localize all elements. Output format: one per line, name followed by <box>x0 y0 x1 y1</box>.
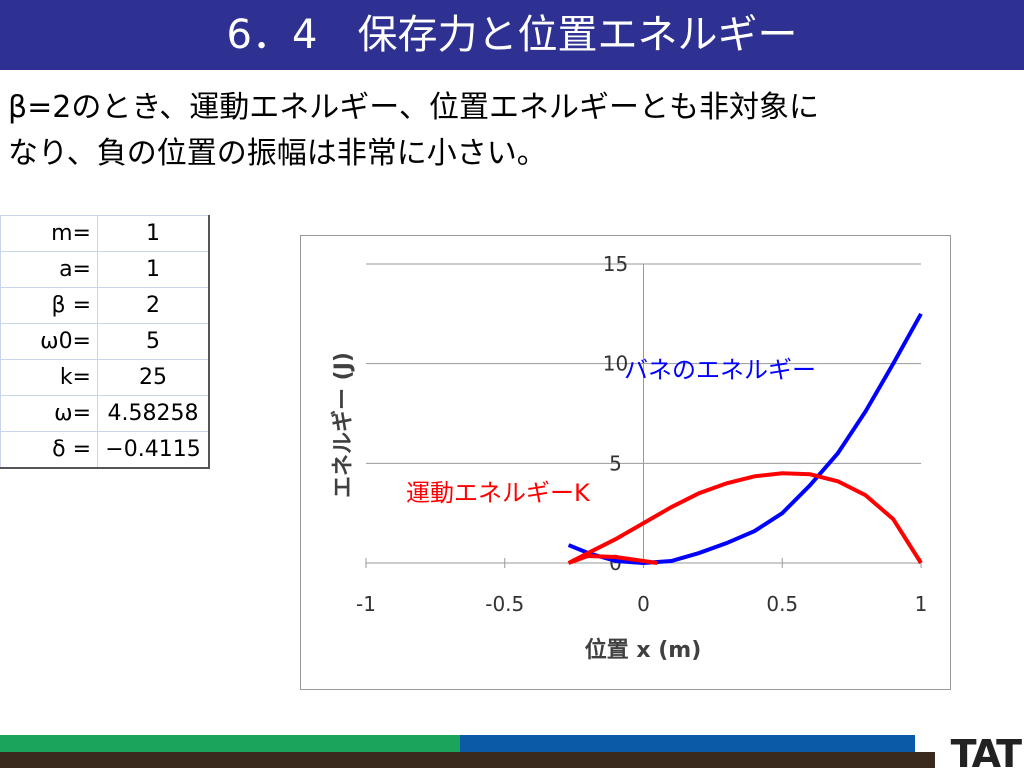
param-value: 1 <box>97 251 210 288</box>
param-name: m= <box>0 215 98 252</box>
param-name: ω= <box>0 395 98 432</box>
param-name: δ = <box>0 431 98 469</box>
series-label: 運動エネルギーK <box>406 479 591 507</box>
table-row: ω0= 5 <box>0 323 210 360</box>
slide-title: 6．4 保存力と位置エネルギー <box>0 0 1024 70</box>
series-line <box>567 471 923 565</box>
param-value: 5 <box>97 323 210 360</box>
y-tick-label: 15 <box>603 252 628 276</box>
x-tick-label: -0.5 <box>485 592 524 616</box>
param-value: 1 <box>97 215 210 252</box>
green-bar <box>0 735 460 752</box>
param-name: a= <box>0 251 98 288</box>
param-name: ω0= <box>0 323 98 360</box>
param-value: −0.4115 <box>97 431 210 469</box>
series-line <box>567 312 923 566</box>
y-tick-label: 5 <box>609 451 622 475</box>
y-axis-title: エネルギー (J) <box>331 352 356 498</box>
table-row: a= 1 <box>0 251 210 288</box>
x-axis-title: 位置 x (m) <box>585 637 702 663</box>
y-tick-label: 10 <box>603 352 628 376</box>
param-value: 4.58258 <box>97 395 210 432</box>
table-row: β = 2 <box>0 287 210 324</box>
body-text: なり、負の位置の振幅は非常に小さい。 <box>8 136 547 171</box>
param-name: k= <box>0 359 98 396</box>
chart-frame <box>300 235 951 690</box>
param-value: 2 <box>97 287 210 324</box>
blue-bar <box>460 735 915 752</box>
x-tick-label: -1 <box>356 592 376 616</box>
table-row: ω= 4.58258 <box>0 395 210 432</box>
parameter-table: m= 1 a= 1 β = 2 ω0= 5 k= 25 ω= 4.58258 δ = −0.4115 <box>0 215 210 469</box>
x-tick-label: 1 <box>915 592 928 616</box>
series-label: バネのエネルギー <box>624 356 816 384</box>
logo: TAT <box>950 732 1022 776</box>
x-tick-label: 0.5 <box>766 592 798 616</box>
brown-bar <box>0 752 935 768</box>
table-row: k= 25 <box>0 359 210 396</box>
table-row: δ = −0.4115 <box>0 431 210 469</box>
param-name: β = <box>0 287 98 324</box>
body-text: β=2のとき、運動エネルギー、位置エネルギーとも非対象に <box>8 90 819 125</box>
param-value: 25 <box>97 359 210 396</box>
table-row: m= 1 <box>0 215 210 252</box>
x-tick-label: 0 <box>637 592 650 616</box>
